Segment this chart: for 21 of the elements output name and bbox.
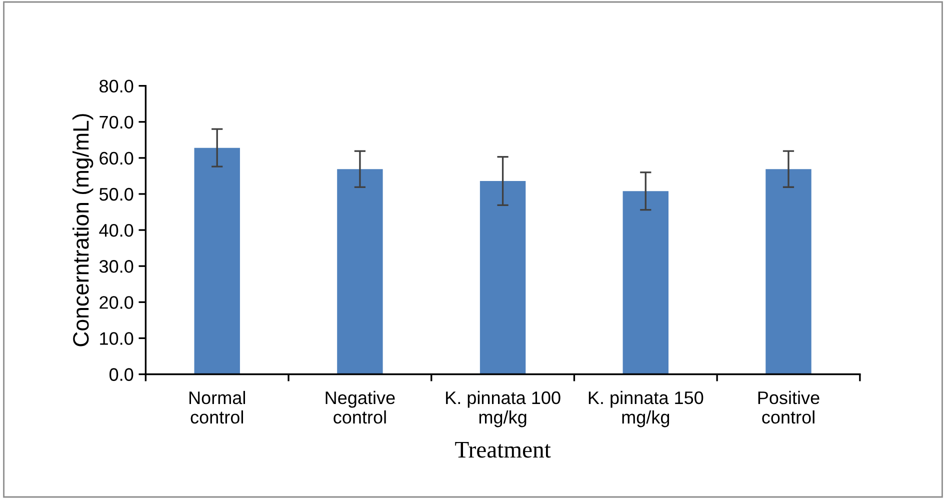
bar — [480, 181, 526, 374]
y-tick-label: 0.0 — [109, 368, 134, 381]
x-tick-label: K. pinnata 150 mg/kg — [588, 390, 704, 428]
y-tick-label: 20.0 — [100, 296, 134, 309]
bar — [622, 191, 668, 374]
x-tick-label: K. pinnata 100 mg/kg — [446, 390, 560, 428]
y-tick-label: 80.0 — [100, 80, 134, 93]
bar — [337, 169, 383, 374]
x-tick-label: Negative control — [326, 390, 395, 424]
bar — [766, 169, 812, 374]
y-axis-title: Concerntration (mg/mL) — [72, 114, 94, 346]
y-tick-label: 70.0 — [100, 116, 134, 129]
x-axis-title: Treatment — [455, 442, 551, 458]
x-tick-label: Normal control — [189, 390, 245, 424]
y-tick-label: 40.0 — [99, 224, 134, 237]
y-tick-label: 50.0 — [99, 188, 134, 201]
y-tick-label: 60.0 — [100, 152, 134, 165]
x-tick-label: Positive control — [758, 390, 820, 424]
y-tick-label: 30.0 — [99, 260, 134, 273]
y-tick-label: 10.0 — [100, 332, 134, 345]
bar — [194, 148, 240, 374]
